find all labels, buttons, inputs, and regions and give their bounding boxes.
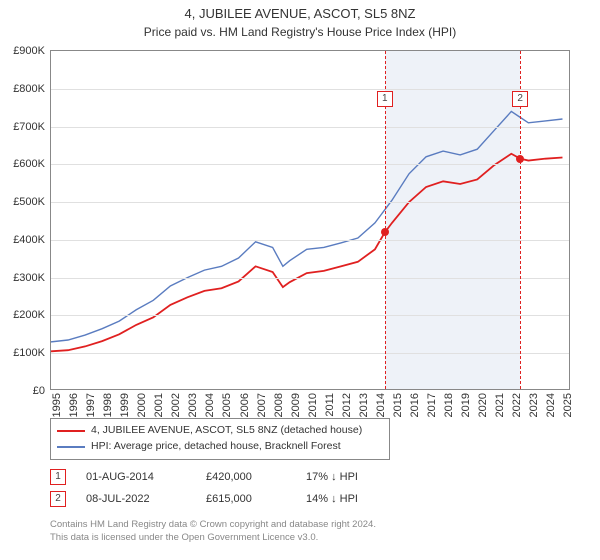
footer-attribution: Contains HM Land Registry data © Crown c…: [50, 518, 570, 545]
y-axis-label: £0: [33, 385, 45, 397]
y-axis-label: £300K: [13, 272, 45, 284]
marker-box-1: 1: [377, 91, 393, 107]
sale-marker: 2: [50, 491, 66, 507]
gridline: [51, 202, 569, 203]
legend-swatch: [57, 446, 85, 448]
legend-label: 4, JUBILEE AVENUE, ASCOT, SL5 8NZ (detac…: [91, 423, 362, 439]
sale-row: 1 01-AUG-2014 £420,000 17% ↓ HPI: [50, 466, 570, 488]
marker-dot-2: [516, 155, 524, 163]
chart-subtitle: Price paid vs. HM Land Registry's House …: [0, 21, 600, 39]
marker-box-2: 2: [512, 91, 528, 107]
x-axis-label: 2003: [187, 393, 199, 417]
x-axis-label: 2018: [443, 393, 455, 417]
chart-svg: [51, 51, 571, 391]
legend-item: HPI: Average price, detached house, Brac…: [57, 439, 383, 455]
legend: 4, JUBILEE AVENUE, ASCOT, SL5 8NZ (detac…: [50, 418, 390, 460]
x-axis-label: 2000: [136, 393, 148, 417]
x-axis-label: 1995: [51, 393, 63, 417]
x-axis-label: 2009: [290, 393, 302, 417]
y-axis-label: £400K: [13, 234, 45, 246]
x-axis-label: 2013: [358, 393, 370, 417]
gridline: [51, 127, 569, 128]
y-axis-label: £200K: [13, 309, 45, 321]
gridline: [51, 89, 569, 90]
y-axis-label: £700K: [13, 121, 45, 133]
y-axis-label: £500K: [13, 196, 45, 208]
x-axis-label: 1997: [85, 393, 97, 417]
x-axis-label: 2008: [273, 393, 285, 417]
series-hpi: [51, 111, 562, 341]
x-axis-label: 2012: [341, 393, 353, 417]
chart-area: £0£100K£200K£300K£400K£500K£600K£700K£80…: [50, 50, 570, 390]
x-axis-label: 2004: [204, 393, 216, 417]
gridline: [51, 164, 569, 165]
y-axis-label: £900K: [13, 45, 45, 57]
x-axis-label: 2002: [170, 393, 182, 417]
x-axis-label: 1999: [119, 393, 131, 417]
x-axis-label: 1996: [68, 393, 80, 417]
y-axis-label: £600K: [13, 158, 45, 170]
sale-vs-hpi: 17% ↓ HPI: [306, 471, 396, 483]
legend-label: HPI: Average price, detached house, Brac…: [91, 439, 341, 455]
x-axis-label: 2015: [392, 393, 404, 417]
x-axis-label: 2023: [528, 393, 540, 417]
x-axis-label: 2017: [426, 393, 438, 417]
sales-table: 1 01-AUG-2014 £420,000 17% ↓ HPI 2 08-JUL-202…: [50, 466, 570, 510]
x-axis-label: 2021: [494, 393, 506, 417]
x-axis-label: 2006: [239, 393, 251, 417]
x-axis-label: 2025: [562, 393, 574, 417]
x-axis-label: 2011: [324, 393, 336, 417]
gridline: [51, 278, 569, 279]
sale-date: 01-AUG-2014: [86, 471, 186, 483]
series-property: [51, 154, 562, 352]
legend-item: 4, JUBILEE AVENUE, ASCOT, SL5 8NZ (detac…: [57, 423, 383, 439]
x-axis-label: 2005: [221, 393, 233, 417]
footer-line-1: Contains HM Land Registry data © Crown c…: [50, 518, 570, 531]
sale-marker: 1: [50, 469, 66, 485]
sale-vs-hpi: 14% ↓ HPI: [306, 493, 396, 505]
x-axis-label: 2010: [307, 393, 319, 417]
x-axis-label: 2024: [545, 393, 557, 417]
gridline: [51, 353, 569, 354]
x-axis-label: 2022: [511, 393, 523, 417]
x-axis-label: 2001: [153, 393, 165, 417]
x-axis-label: 2016: [409, 393, 421, 417]
footer-line-2: This data is licensed under the Open Gov…: [50, 531, 570, 544]
x-axis-label: 2019: [460, 393, 472, 417]
chart-title: 4, JUBILEE AVENUE, ASCOT, SL5 8NZ: [0, 0, 600, 21]
x-axis-label: 2020: [477, 393, 489, 417]
legend-swatch: [57, 430, 85, 432]
y-axis-label: £100K: [13, 347, 45, 359]
sale-price: £420,000: [206, 471, 286, 483]
x-axis-label: 2007: [256, 393, 268, 417]
sale-row: 2 08-JUL-2022 £615,000 14% ↓ HPI: [50, 488, 570, 510]
gridline: [51, 315, 569, 316]
y-axis-label: £800K: [13, 83, 45, 95]
sale-price: £615,000: [206, 493, 286, 505]
gridline: [51, 240, 569, 241]
x-axis-label: 1998: [102, 393, 114, 417]
marker-dot-1: [381, 228, 389, 236]
plot-region: £0£100K£200K£300K£400K£500K£600K£700K£80…: [50, 50, 570, 390]
x-axis-label: 2014: [375, 393, 387, 417]
sale-date: 08-JUL-2022: [86, 493, 186, 505]
